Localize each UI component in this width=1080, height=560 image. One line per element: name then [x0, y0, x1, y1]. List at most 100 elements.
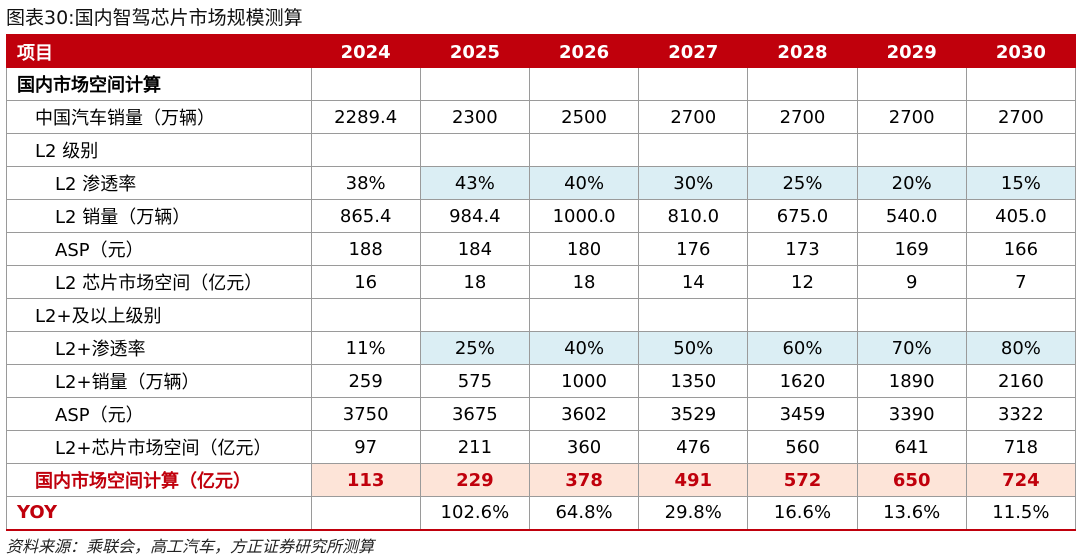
table-cell: 50% [638, 331, 749, 365]
table-cell: 64.8% [528, 496, 640, 531]
table-row: L2 销量（万辆） 865.4 984.4 1000.0 810.0 675.0 540.0… [6, 199, 1077, 233]
table-cell: 16 [310, 265, 421, 299]
table-cell: 378 [528, 463, 640, 497]
table-cell [965, 67, 1077, 101]
table-row: 国内市场空间计算 [6, 67, 1077, 101]
table-cell [965, 298, 1077, 332]
table-row: L2+及以上级别 [6, 298, 1077, 332]
title-divider [6, 34, 1076, 36]
table-cell: 169 [856, 232, 967, 266]
table-row: 国内市场空间计算（亿元） 113 229 378 491 572 650 724 [6, 463, 1077, 497]
table-cell: 38% [310, 166, 421, 200]
table-cell: 3390 [856, 397, 967, 431]
header-year: 2024 [310, 36, 421, 68]
table-cell: 865.4 [310, 199, 421, 233]
table-cell: 40% [528, 331, 640, 365]
table-row: L2+销量（万辆） 259 575 1000 1350 1620 1890 2160 [6, 364, 1077, 398]
table-cell: 2700 [638, 100, 749, 134]
table-cell: 3675 [419, 397, 530, 431]
table-cell [638, 133, 749, 167]
table-cell: 259 [310, 364, 421, 398]
table-cell: 188 [310, 232, 421, 266]
table-cell: 984.4 [419, 199, 530, 233]
table-cell [528, 67, 640, 101]
table-cell: 30% [638, 166, 749, 200]
table-cell: 15% [965, 166, 1077, 200]
table-cell: 560 [747, 430, 858, 464]
row-label: YOY [6, 496, 312, 531]
table-cell: 3459 [747, 397, 858, 431]
row-label: 中国汽车销量（万辆） [6, 100, 312, 134]
row-label: L2+渗透率 [6, 331, 312, 365]
row-label: L2 级别 [6, 133, 312, 167]
table-cell: 2700 [965, 100, 1077, 134]
table-cell: 14 [638, 265, 749, 299]
table-cell: 16.6% [747, 496, 858, 531]
table-cell: 60% [747, 331, 858, 365]
table-cell: 25% [747, 166, 858, 200]
row-label: L2 渗透率 [6, 166, 312, 200]
table-cell: 20% [856, 166, 967, 200]
table-row: L2 级别 [6, 133, 1077, 167]
table-cell [310, 133, 421, 167]
table-cell: 1620 [747, 364, 858, 398]
table-cell: 540.0 [856, 199, 967, 233]
table-row: L2 渗透率 38% 43% 40% 30% 25% 20% 15% [6, 166, 1077, 200]
table-cell: 2700 [856, 100, 967, 134]
table-cell [638, 298, 749, 332]
row-label: L2+及以上级别 [6, 298, 312, 332]
source-note: 资料来源：乘联会，高工汽车，方正证券研究所测算 [6, 537, 375, 556]
table-cell: 229 [419, 463, 530, 497]
table-row: L2 芯片市场空间（亿元） 16 18 18 14 12 9 7 [6, 265, 1077, 299]
table-cell: 9 [856, 265, 967, 299]
table-cell: 176 [638, 232, 749, 266]
table-row: ASP（元） 188 184 180 176 173 169 166 [6, 232, 1077, 266]
table-cell: 97 [310, 430, 421, 464]
row-label: L2 芯片市场空间（亿元） [6, 265, 312, 299]
table-row: 中国汽车销量（万辆） 2289.4 2300 2500 2700 2700 2700 2700 [6, 100, 1077, 134]
table-cell: 7 [965, 265, 1077, 299]
table-cell: 3529 [638, 397, 749, 431]
table-cell [310, 67, 421, 101]
table-cell: 1000.0 [528, 199, 640, 233]
table-cell: 11% [310, 331, 421, 365]
table-cell: 102.6% [419, 496, 530, 531]
table-cell: 166 [965, 232, 1077, 266]
table-cell: 173 [747, 232, 858, 266]
table-cell: 572 [747, 463, 858, 497]
table-cell: 184 [419, 232, 530, 266]
table-cell: 1350 [638, 364, 749, 398]
table-cell: 80% [965, 331, 1077, 365]
table-cell [965, 133, 1077, 167]
table-cell: 11.5% [965, 496, 1077, 531]
table-cell: 2700 [747, 100, 858, 134]
header-year: 2025 [419, 36, 530, 68]
table-cell [747, 133, 858, 167]
table-cell: 641 [856, 430, 967, 464]
table-cell: 675.0 [747, 199, 858, 233]
table-cell: 810.0 [638, 199, 749, 233]
row-label: ASP（元） [6, 232, 312, 266]
table-cell: 2160 [965, 364, 1077, 398]
table-cell: 113 [310, 463, 421, 497]
table-cell: 12 [747, 265, 858, 299]
table-cell: 1000 [528, 364, 640, 398]
header-year: 2030 [965, 36, 1077, 68]
table-cell: 3322 [965, 397, 1077, 431]
table-cell: 180 [528, 232, 640, 266]
table-cell: 18 [528, 265, 640, 299]
table-cell [528, 133, 640, 167]
table-cell: 40% [528, 166, 640, 200]
table-row: L2+芯片市场空间（亿元） 97 211 360 476 560 641 718 [6, 430, 1077, 464]
table-cell: 724 [965, 463, 1077, 497]
table-cell [310, 496, 421, 531]
row-label: L2+芯片市场空间（亿元） [6, 430, 312, 464]
table-header-row: 项目 2024 2025 2026 2027 2028 2029 2030 [6, 36, 1077, 68]
table-cell: 3750 [310, 397, 421, 431]
table-body: 国内市场空间计算 中国汽车销量（万辆） 2289.4 2300 2500 2700 2700… [6, 67, 1077, 531]
market-size-table: 项目 2024 2025 2026 2027 2028 2029 2030 国内… [6, 36, 1077, 531]
row-label: 国内市场空间计算（亿元） [6, 463, 312, 497]
table-cell [856, 133, 967, 167]
table-cell [747, 67, 858, 101]
table-cell: 3602 [528, 397, 640, 431]
